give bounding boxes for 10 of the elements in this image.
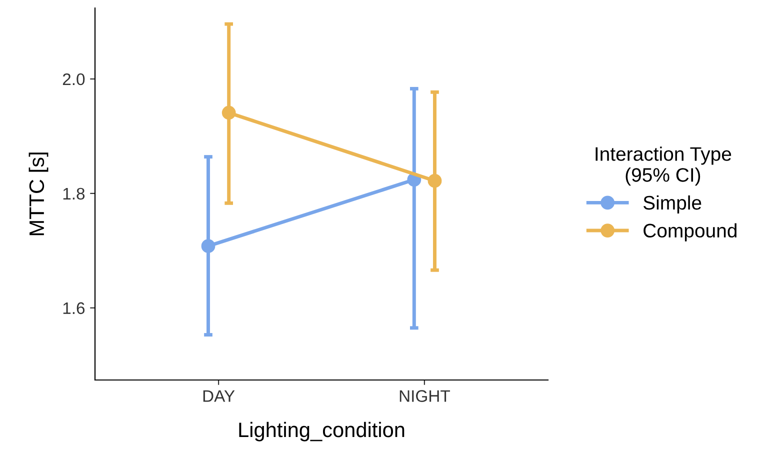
legend-label: Simple	[643, 195, 702, 214]
x-tick-label: NIGHT	[400, 390, 450, 402]
y-tick-label: 1.6	[63, 302, 85, 314]
y-tick-label: 2.0	[62, 73, 85, 86]
y-tick-label: 1.8	[63, 188, 85, 200]
x-axis-title: Lighting_condition	[239, 422, 404, 442]
legend-label: Compound	[644, 223, 736, 242]
legend-title: Interaction Type (95% CI)	[596, 146, 732, 186]
x-tick-label: DAY	[203, 390, 235, 402]
y-axis-title: MTTC [s]	[28, 152, 48, 236]
